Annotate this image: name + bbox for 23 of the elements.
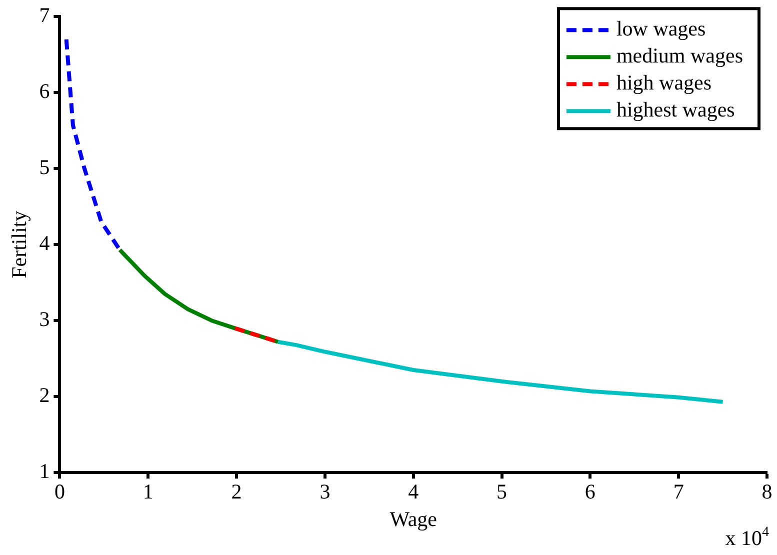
x-tick-label: 4 [408,480,420,504]
y-axis-title: Fertility [7,210,32,278]
x-tick-label: 1 [142,480,154,504]
legend-label: low wages [616,16,706,41]
legend-label: highest wages [616,98,735,122]
y-tick-label: 3 [39,307,50,332]
x-tick-label: 7 [673,480,684,504]
y-tick-label: 5 [39,155,50,180]
x-tick-label: 0 [54,480,65,504]
y-tick-label: 7 [39,3,50,28]
y-tick-label: 2 [39,383,50,408]
y-tick-label: 4 [39,231,50,256]
x-tick-label: 5 [496,480,508,504]
x-tick-label: 3 [320,480,330,504]
line-series [64,37,122,252]
x-tick-label: 6 [584,480,596,504]
x-axis-title: Wage [390,506,437,531]
legend-label: high wages [616,70,712,95]
x-tick-label: 2 [231,480,242,504]
y-tick-label: 1 [39,459,50,484]
legend-label: medium wages [616,44,744,68]
y-tick-label: 6 [39,79,50,104]
x-tick-label: 8 [762,480,772,504]
